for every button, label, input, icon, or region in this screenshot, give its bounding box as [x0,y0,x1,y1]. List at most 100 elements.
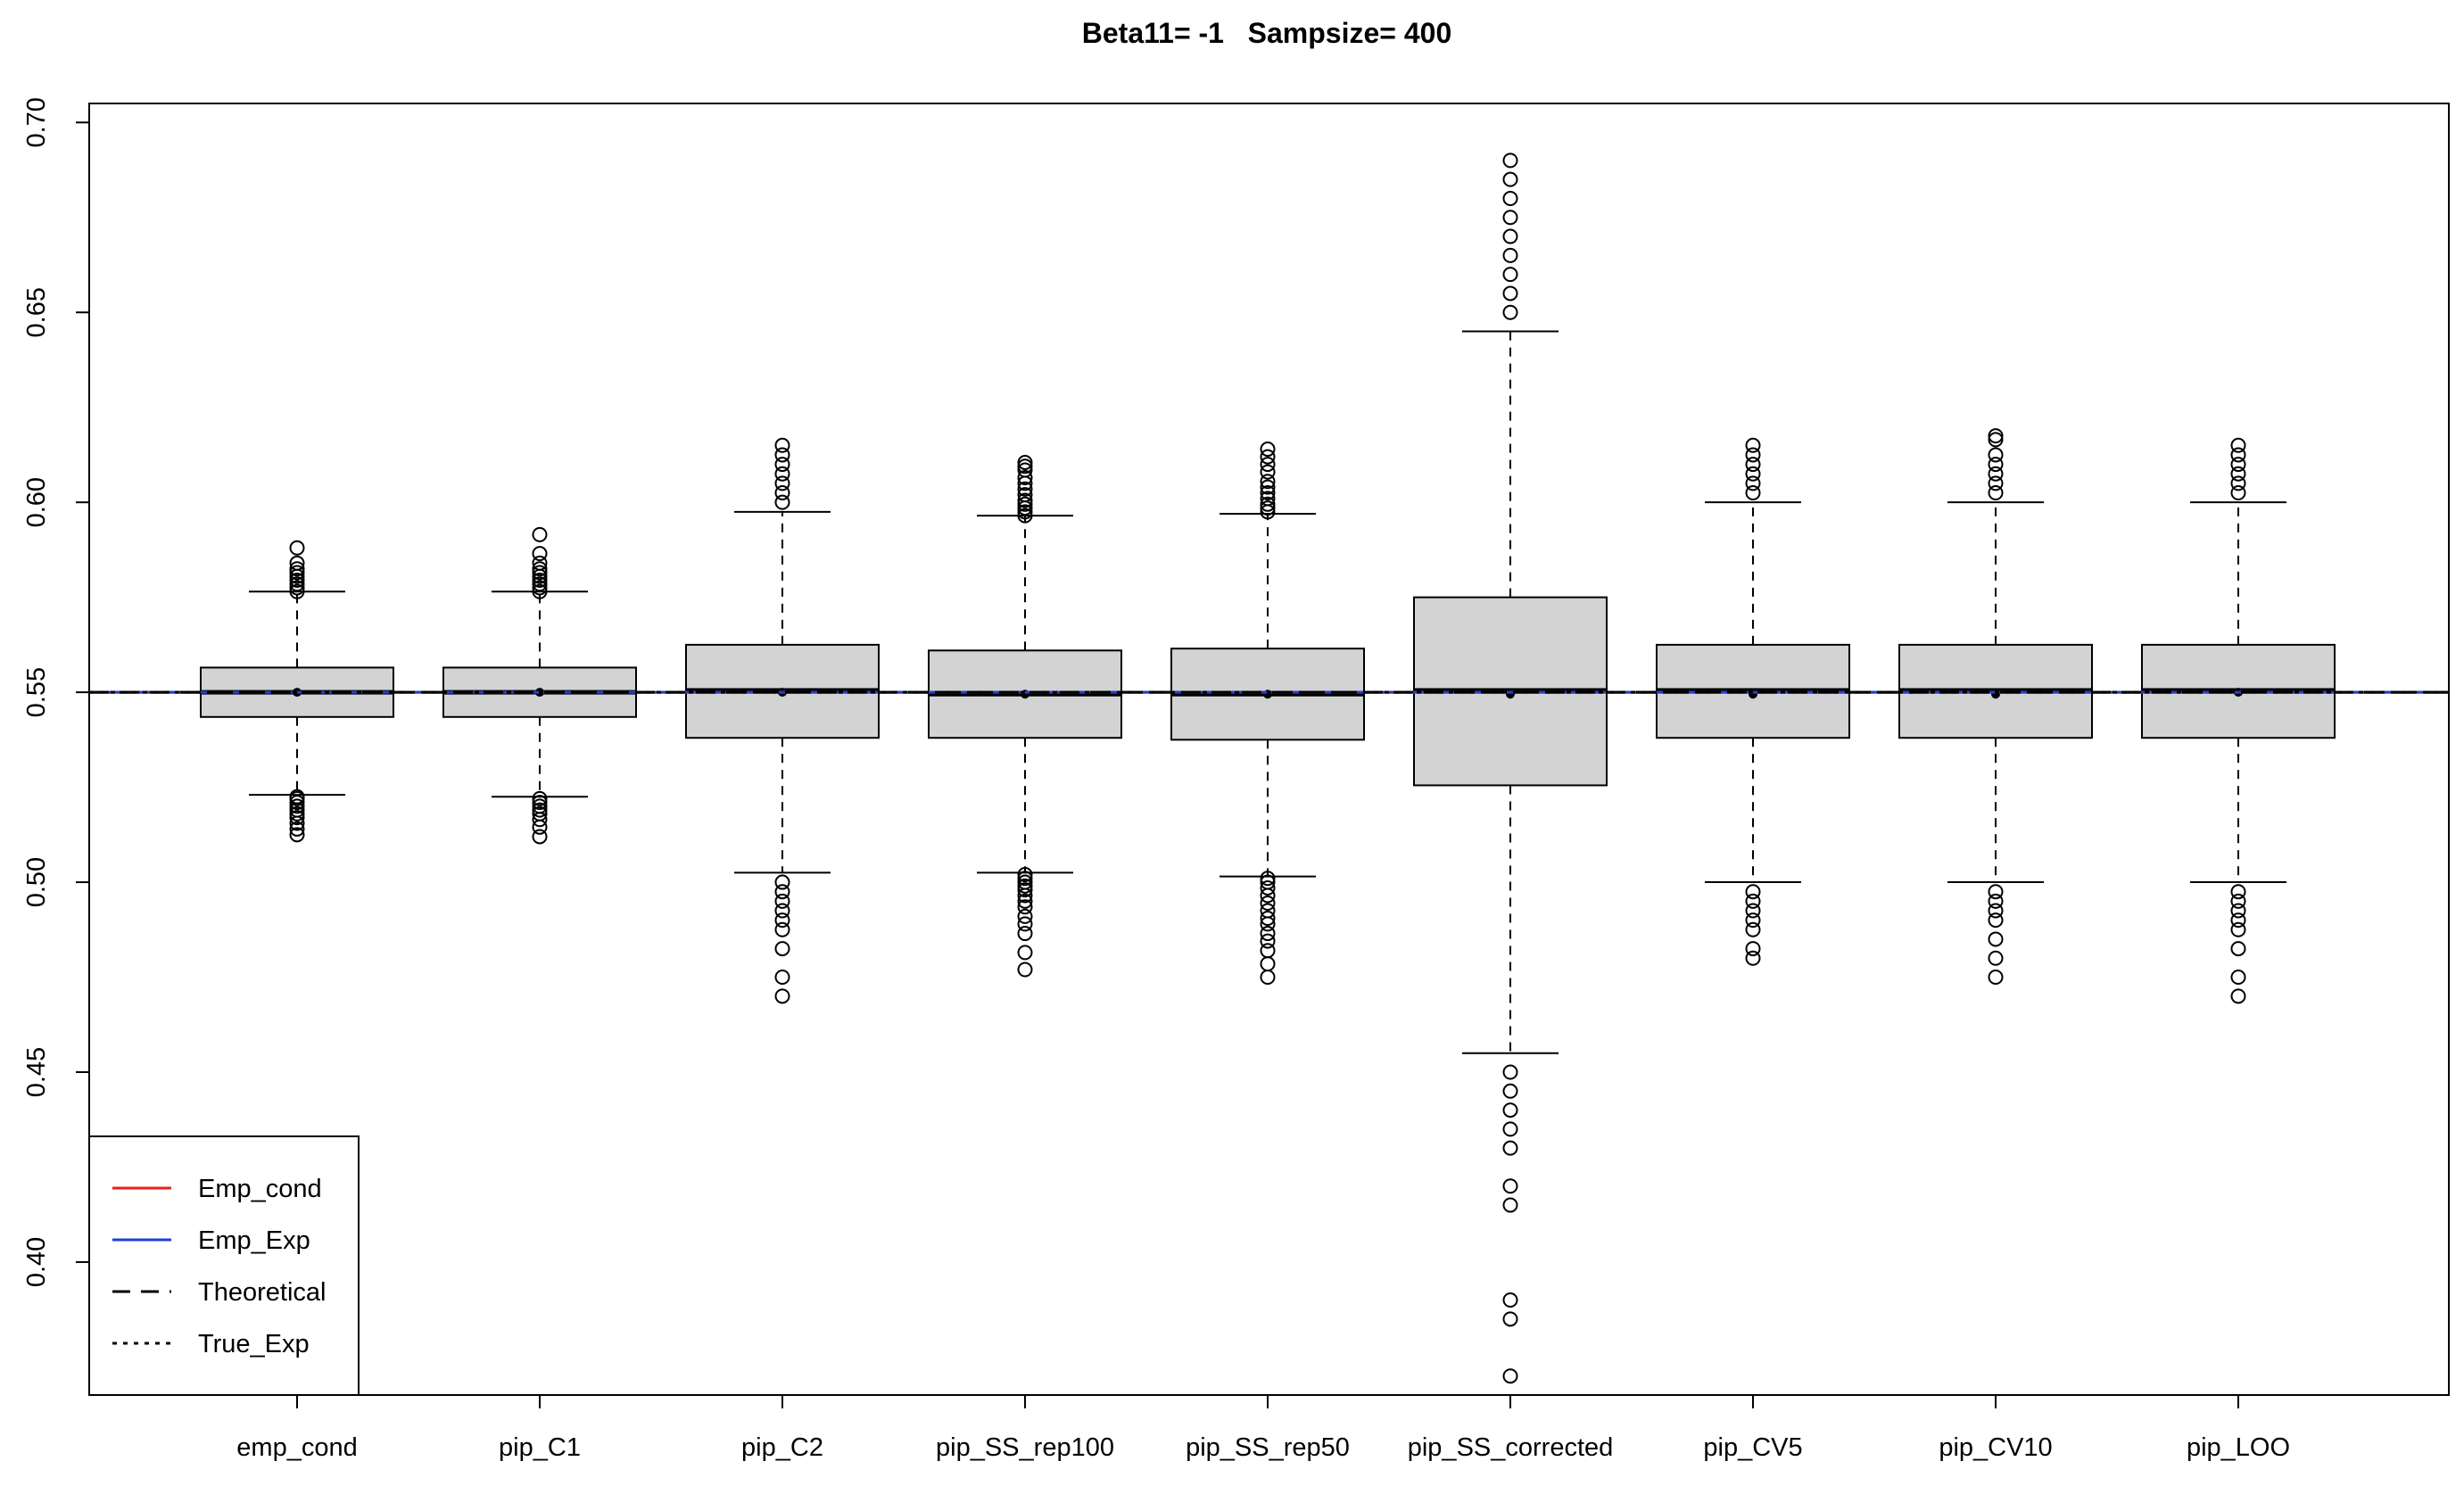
outlier-point [1745,457,1761,473]
outlier-point [2230,988,2246,1004]
outlier-point [774,874,790,890]
outlier-point [1017,504,1033,520]
outlier-point [1017,874,1033,890]
outlier-point [1502,267,1518,283]
outlier-point [1017,469,1033,485]
outlier-point [2230,475,2246,491]
outlier-point [1988,893,2004,909]
outlier-point [1017,962,1033,978]
outlier-point [289,805,305,821]
outlier-point [1502,1178,1518,1194]
outlier-point [1745,485,1761,501]
outlier-point [1502,171,1518,187]
legend-box [88,1135,360,1396]
outlier-point [1502,285,1518,301]
outlier-point [1260,895,1276,911]
outlier-point [1745,921,1761,937]
outlier-point [532,795,548,811]
outlier-point [2230,485,2246,501]
outlier-point [1017,458,1033,475]
outlier-point [1017,899,1033,915]
outlier-point [2230,457,2246,473]
box-pip_SS_rep50 [1170,442,1365,986]
outlier-point [1017,496,1033,512]
outlier-point [1260,871,1276,887]
outlier-point [1988,428,2004,444]
outlier-point [1017,945,1033,961]
outlier-point [1502,1140,1518,1156]
outlier-point [2230,912,2246,929]
outlier-point [289,821,305,837]
outlier-point [774,912,790,929]
outlier-point [1502,1311,1518,1327]
outlier-point [1260,879,1276,896]
outlier-point [1260,485,1276,501]
outlier-point [532,798,548,814]
outlier-point [1502,1102,1518,1119]
x-tick-label: pip_C2 [741,1433,823,1462]
x-tick-label: pip_C1 [499,1433,581,1462]
outlier-point [1260,491,1276,507]
outlier-point [1260,479,1276,495]
outlier-point [289,555,305,571]
outlier-point [1988,903,2004,919]
y-axis: 0.40 0.45 0.50 0.55 0.60 0.65 0.70 [22,97,90,1287]
outlier-point [1017,893,1033,909]
outlier-point [1017,871,1033,887]
outlier-point [774,988,790,1004]
x-tick-label: pip_SS_corrected [1408,1433,1614,1462]
outlier-point [774,447,790,463]
outlier-point [1017,462,1033,478]
box-pip_LOO [2141,437,2336,1004]
outlier-point [1260,500,1276,516]
outlier-point [1502,1368,1518,1384]
outlier-point [1988,432,2004,448]
outlier-point [1745,437,1761,453]
outlier-point [1260,911,1276,927]
outlier-point [1260,496,1276,512]
outlier-point [1017,454,1033,470]
outlier-point [1260,442,1276,458]
outlier-point [1502,190,1518,206]
outlier-point [289,565,305,581]
outlier-point [774,494,790,510]
outlier-point [1988,931,2004,947]
outlier-point [1502,1121,1518,1137]
legend-label-true_exp: True_Exp [198,1330,310,1358]
legend-label-theoretical: Theoretical [198,1278,326,1307]
box-pip_C1 [442,526,637,845]
plot-frame [88,103,2450,1396]
outlier-point [2230,941,2246,957]
y-tick-label: 0.50 [22,857,51,907]
outlier-point [289,561,305,577]
outlier-point [1260,464,1276,480]
outlier-point [1017,926,1033,942]
outlier-point [1017,916,1033,932]
outlier-point [532,583,548,599]
outlier-point [289,827,305,843]
outlier-point [1260,933,1276,949]
outlier-point [774,921,790,937]
outlier-point [774,941,790,957]
outlier-point [1745,884,1761,900]
outlier-point [1988,447,2004,463]
outlier-point [1017,882,1033,898]
outlier-point [289,795,305,811]
outlier-point [1260,474,1276,490]
outlier-point [289,798,305,814]
y-tick-label: 0.70 [22,97,51,147]
box-pip_SS_rep100 [928,454,1122,978]
outlier-point [532,819,548,835]
outlier-point [774,893,790,909]
outlier-point [1260,449,1276,465]
outlier-point [532,805,548,821]
box-pip_SS_corrected [1413,153,1608,1384]
outlier-point [774,970,790,986]
outlier-point [2230,884,2246,900]
outlier-point [1260,874,1276,890]
outlier-point [1745,447,1761,463]
outlier-point [2230,893,2246,909]
outlier-point [1988,457,2004,473]
outlier-point [774,475,790,491]
outlier-point [532,572,548,588]
